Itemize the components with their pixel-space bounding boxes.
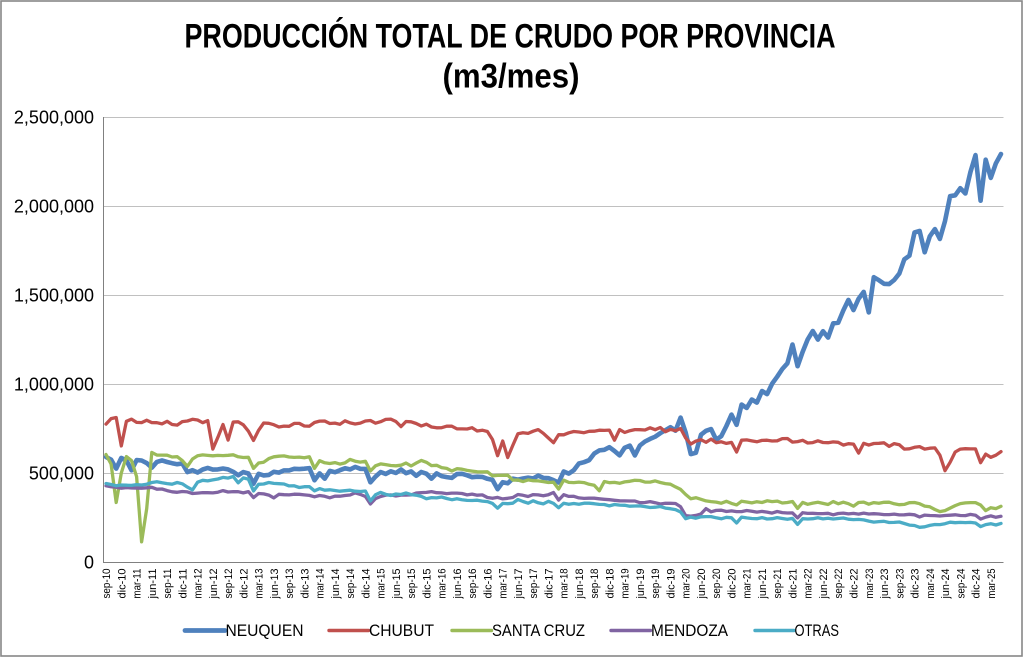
svg-text:500,000: 500,000 [29,464,94,484]
svg-text:NEUQUEN: NEUQUEN [226,622,304,640]
svg-text:dic-17: dic-17 [543,569,555,599]
svg-text:dic-23: dic-23 [910,569,922,599]
svg-text:jun-20: jun-20 [696,569,708,600]
svg-text:sep-23: sep-23 [894,569,906,599]
svg-text:dic-21: dic-21 [788,569,800,599]
svg-text:sep-17: sep-17 [528,569,540,599]
svg-text:jun-23: jun-23 [879,569,891,600]
svg-text:sep-11: sep-11 [162,569,174,599]
svg-text:sep-15: sep-15 [406,569,418,599]
svg-text:dic-16: dic-16 [482,569,494,599]
svg-text:CHUBUT: CHUBUT [369,622,434,640]
svg-text:sep-12: sep-12 [223,569,235,599]
svg-text:jun-14: jun-14 [330,569,342,600]
svg-text:mar-22: mar-22 [803,569,815,599]
svg-text:sep-21: sep-21 [772,569,784,599]
svg-text:sep-13: sep-13 [284,569,296,599]
svg-text:sep-10: sep-10 [101,569,113,599]
svg-text:SANTA CRUZ: SANTA CRUZ [492,622,585,640]
svg-text:jun-18: jun-18 [574,569,586,600]
svg-text:jun-12: jun-12 [208,569,220,600]
svg-text:mar-17: mar-17 [498,569,510,599]
svg-text:jun-16: jun-16 [452,569,464,600]
svg-text:dic-15: dic-15 [421,569,433,599]
svg-text:dic-20: dic-20 [727,569,739,599]
svg-text:mar-16: mar-16 [437,569,449,599]
svg-text:mar-21: mar-21 [742,569,754,599]
svg-text:sep-22: sep-22 [833,569,845,599]
svg-text:mar-14: mar-14 [315,569,327,599]
svg-text:2,000,000: 2,000,000 [14,197,94,217]
svg-text:jun-24: jun-24 [940,569,952,600]
svg-text:mar-15: mar-15 [376,569,388,599]
svg-text:mar-12: mar-12 [193,569,205,599]
svg-text:jun-15: jun-15 [391,569,403,600]
svg-text:mar-20: mar-20 [681,569,693,599]
svg-text:mar-11: mar-11 [132,569,144,599]
svg-text:dic-11: dic-11 [177,569,189,599]
svg-text:1,000,000: 1,000,000 [14,375,94,395]
svg-text:dic-19: dic-19 [665,569,677,599]
svg-text:jun-17: jun-17 [513,569,525,600]
svg-text:(m3/mes): (m3/mes) [443,58,580,96]
svg-text:sep-18: sep-18 [589,569,601,599]
svg-text:sep-19: sep-19 [650,569,662,599]
svg-text:mar-13: mar-13 [254,569,266,599]
svg-text:jun-13: jun-13 [269,569,281,600]
svg-text:dic-22: dic-22 [849,569,861,599]
svg-text:OTRAS: OTRAS [795,622,840,640]
svg-text:dic-24: dic-24 [971,569,983,599]
svg-text:jun-11: jun-11 [147,569,159,600]
svg-text:sep-14: sep-14 [345,569,357,599]
svg-text:jun-21: jun-21 [757,569,769,600]
svg-text:dic-10: dic-10 [116,569,128,599]
svg-text:jun-19: jun-19 [635,569,647,600]
svg-text:PRODUCCIÓN TOTAL DE CRUDO POR: PRODUCCIÓN TOTAL DE CRUDO POR PROVINCIA [185,16,836,56]
svg-text:mar-23: mar-23 [864,569,876,599]
svg-text:2,500,000: 2,500,000 [14,108,94,128]
svg-text:dic-18: dic-18 [604,569,616,599]
svg-text:jun-22: jun-22 [818,569,830,600]
svg-text:mar-19: mar-19 [620,569,632,599]
svg-text:sep-24: sep-24 [955,569,967,599]
svg-text:sep-16: sep-16 [467,569,479,599]
svg-text:1,500,000: 1,500,000 [14,286,94,306]
svg-text:MENDOZA: MENDOZA [651,622,728,640]
svg-text:dic-13: dic-13 [299,569,311,599]
svg-text:mar-25: mar-25 [986,569,998,599]
svg-text:sep-20: sep-20 [711,569,723,599]
svg-text:dic-12: dic-12 [238,569,250,599]
svg-text:mar-24: mar-24 [925,569,937,599]
svg-text:mar-18: mar-18 [559,569,571,599]
svg-text:0: 0 [84,553,94,573]
svg-text:dic-14: dic-14 [360,569,372,599]
